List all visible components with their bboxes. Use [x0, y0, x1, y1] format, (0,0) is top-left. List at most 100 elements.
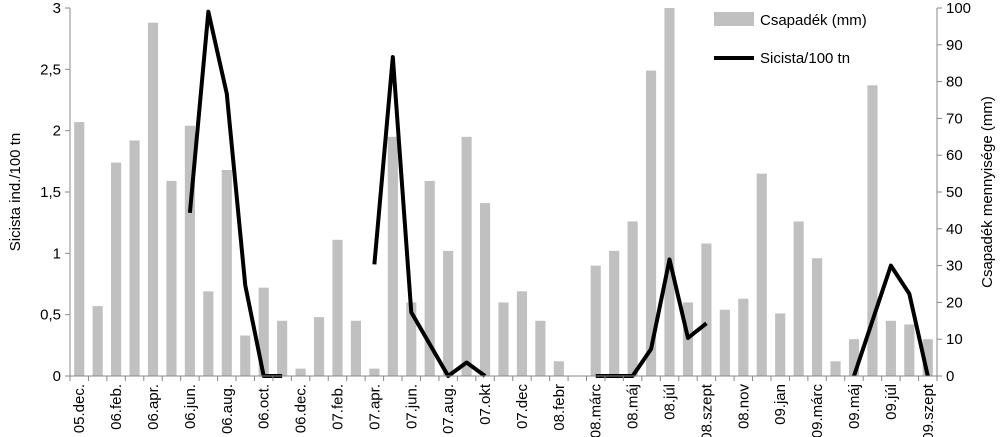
bar-07.jun.: [406, 302, 417, 376]
x-tick-label: 07.dec: [514, 384, 531, 430]
x-tick-label: 08.febr: [551, 384, 568, 431]
x-tick-label: 07.okt: [477, 383, 494, 425]
bar-07.aug.: [443, 250, 454, 376]
x-tick-label: 06.feb.: [108, 384, 125, 430]
right-tick-label: 30: [946, 258, 963, 275]
x-tick-label: 06.apr.: [145, 384, 162, 430]
bar-09.szept: [922, 339, 933, 376]
right-tick-label: 100: [946, 0, 971, 17]
bar-09.ápr: [830, 361, 841, 376]
bar-06.nov: [277, 320, 288, 376]
left-y-ticks: 0 0,5 1 1,5 2 2,5 3: [40, 0, 70, 385]
right-tick-label: 50: [946, 184, 963, 201]
bar-05.dec.: [74, 122, 85, 376]
bar-08.ápr: [609, 250, 620, 376]
x-ticks: 05.dec. 06.feb. 06.apr. 06.jun. 06.aug. 06.oc…: [69, 376, 938, 437]
x-tick-label: 09.máj: [846, 384, 863, 429]
bar-07.márc: [350, 320, 361, 376]
left-tick-label: 0,5: [40, 307, 61, 324]
bar-07.máj: [387, 136, 398, 376]
bar-09.máj: [848, 339, 860, 376]
bar-09.júl: [885, 320, 896, 376]
bar-08.márc: [590, 265, 601, 376]
bar-06.máj: [166, 180, 177, 376]
bar-09.jún: [867, 85, 878, 376]
bar-08.jún: [646, 70, 657, 376]
bar-06.márc: [129, 140, 140, 376]
x-tick-label: 09.jan: [772, 384, 789, 425]
bar-08.okt: [719, 309, 730, 376]
x-tick-label: 07.jun.: [403, 384, 420, 429]
sicista-line-segment-4: [852, 263, 930, 377]
x-tick-label: 06.oct.: [256, 384, 273, 429]
x-tick-label: 07.aug.: [440, 384, 457, 434]
bar-08.júl: [664, 8, 675, 376]
right-tick-label: 60: [946, 147, 963, 164]
bar-06.júl: [203, 291, 214, 376]
x-tick-label: 06.aug.: [219, 384, 236, 434]
bar-06.jun.: [184, 125, 195, 376]
left-tick-label: 0: [53, 368, 61, 385]
bar-series: [74, 8, 933, 376]
bar-07.feb.: [332, 239, 343, 376]
bar-05.jan: [92, 306, 103, 376]
right-y-ticks: 0 10 20 30 40 50 60 70 80 90 100: [937, 0, 971, 385]
x-tick-label: 07.apr.: [366, 384, 383, 430]
x-tick-label: 08.máj: [625, 384, 642, 429]
legend: Csapadék (mm) Sicista/100 tn: [714, 12, 867, 67]
x-tick-label: 08.nov: [735, 384, 752, 430]
x-tick-label: 08.szept: [698, 383, 715, 437]
bar-06.feb.: [111, 162, 122, 376]
bar-06.szept: [240, 335, 251, 376]
legend-label-sicista: Sicista/100 tn: [760, 50, 850, 67]
bar-09.febr: [793, 221, 804, 376]
right-tick-label: 20: [946, 294, 963, 311]
x-tick-label: 09.szept: [920, 383, 937, 437]
x-tick-label: 07.feb.: [329, 384, 346, 430]
bar-06.aug.: [221, 169, 232, 376]
x-tick-label: 08.márc: [588, 384, 605, 437]
left-tick-label: 2,5: [40, 61, 61, 78]
bar-07.nov: [498, 302, 509, 376]
right-tick-label: 40: [946, 221, 963, 238]
bar-09.aug: [904, 324, 915, 376]
bar-07.okt: [479, 203, 491, 376]
bar-06.apr.: [147, 22, 159, 376]
bar-07.júl: [424, 180, 435, 376]
legend-label-precipitation: Csapadék (mm): [760, 12, 867, 29]
bar-07.jan: [313, 317, 325, 376]
bar-08.dec: [756, 173, 767, 376]
bar-09.márc: [812, 258, 823, 376]
right-tick-label: 90: [946, 37, 963, 54]
x-tick-label: 09.júl: [883, 384, 900, 420]
left-tick-label: 1,5: [40, 184, 61, 201]
right-y-axis-title: Csapadék mennyisége (mm): [979, 96, 996, 288]
bar-08.máj: [627, 221, 638, 376]
bar-08.szept: [701, 243, 712, 376]
bar-08.febr: [553, 361, 564, 376]
bar-07.dec: [516, 291, 528, 376]
left-y-axis-title: Sicista ind./100 tn: [7, 133, 24, 251]
left-tick-label: 2: [53, 123, 61, 140]
left-tick-label: 3: [53, 0, 61, 17]
sicista-line-segment-2: [372, 55, 487, 378]
right-tick-label: 10: [946, 331, 963, 348]
right-tick-label: 80: [946, 74, 963, 91]
right-tick-label: 70: [946, 110, 963, 127]
bar-09.jan: [775, 313, 786, 376]
x-tick-label: 06.jun.: [182, 384, 199, 429]
x-tick-label: 06.dec.: [293, 384, 310, 433]
bar-07.apr.: [369, 368, 380, 376]
bar-08.jan: [535, 320, 546, 376]
x-tick-label: 05.dec.: [71, 384, 88, 433]
bar-06.dec.: [295, 368, 306, 376]
bar-07.szept: [461, 136, 472, 376]
left-tick-label: 1: [53, 245, 61, 262]
bar-06.oct.: [258, 287, 269, 376]
legend-swatch-precipitation: [714, 12, 754, 26]
x-tick-label: 08.júl: [662, 384, 679, 420]
right-tick-label: 0: [946, 368, 954, 385]
bar-08.nov: [738, 298, 749, 376]
